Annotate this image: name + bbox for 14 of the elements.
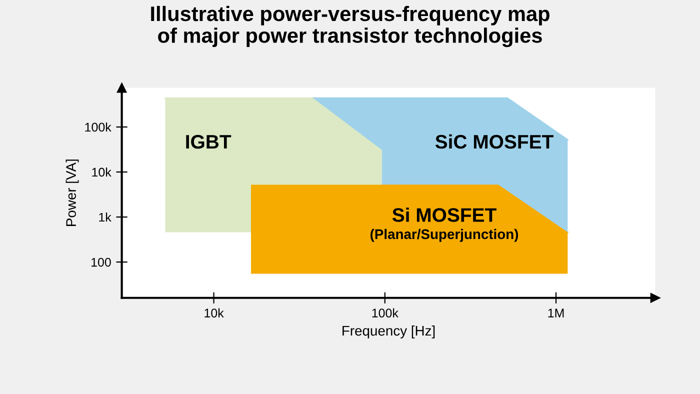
- y-tick-label: 100k: [85, 122, 112, 132]
- series-label: Si MOSFET: [392, 208, 496, 222]
- x-tick-label: 1M: [548, 308, 564, 318]
- y-axis-title: Power [VA]: [66, 160, 79, 226]
- annotation: (Planar/Superjunction): [370, 228, 518, 242]
- y-tick-label: 10k: [92, 167, 112, 177]
- x-axis-title: Frequency [Hz]: [342, 325, 435, 338]
- x-tick-label: 100k: [372, 308, 398, 318]
- y-tick-label: 1k: [99, 212, 112, 222]
- chart-title: Illustrative power-versus-frequency map of major power transistor technologies: [151, 6, 550, 48]
- series-label: IGBT: [186, 134, 232, 149]
- x-tick-label: 10k: [204, 308, 224, 318]
- series-label: SiC MOSFET: [435, 134, 554, 149]
- y-tick-label: 100: [91, 258, 111, 267]
